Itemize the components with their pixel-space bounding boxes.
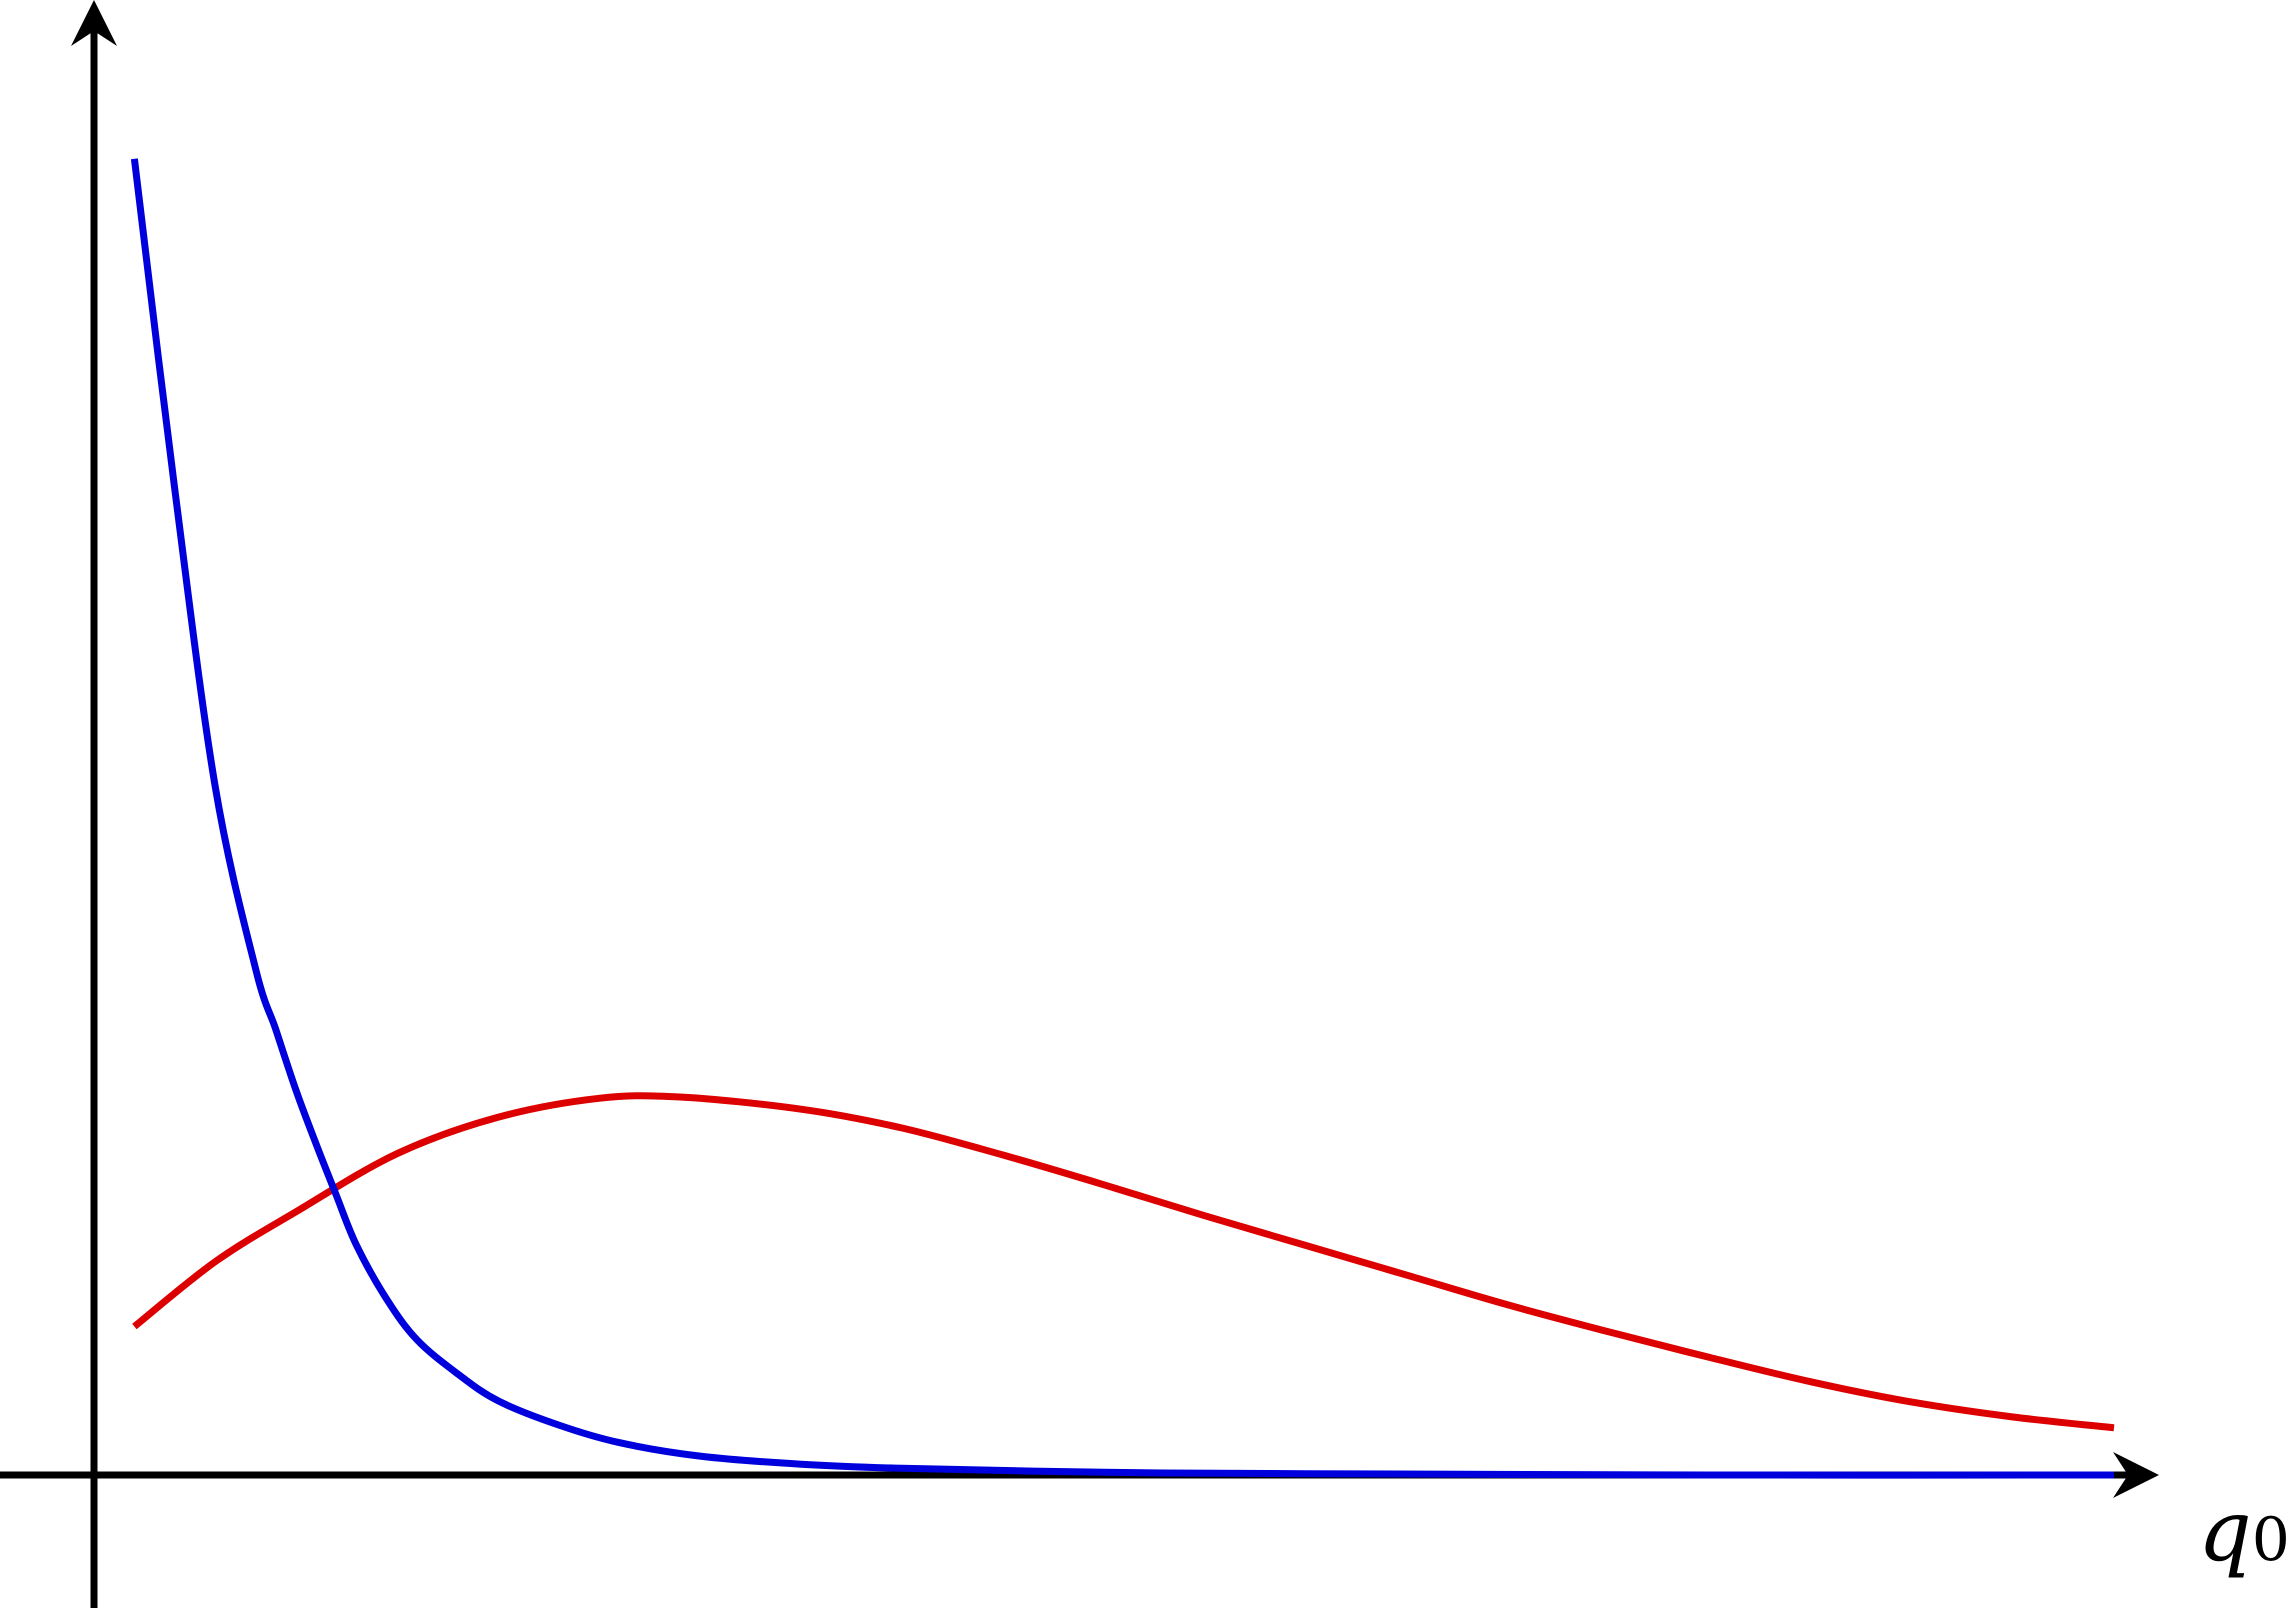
x-axis-label: q0	[2198, 1482, 2289, 1580]
axes	[0, 0, 2159, 1608]
series-1-line	[130, 158, 2115, 1479]
series-layer	[130, 158, 2115, 1479]
x-axis-label-subscript: 0	[2252, 1505, 2289, 1575]
series-2-line	[132, 1092, 2115, 1432]
x-axis-label-variable: q	[2198, 1482, 2252, 1580]
x-axis-arrow-icon	[2113, 1452, 2159, 1498]
y-axis-arrow-icon	[71, 0, 117, 46]
